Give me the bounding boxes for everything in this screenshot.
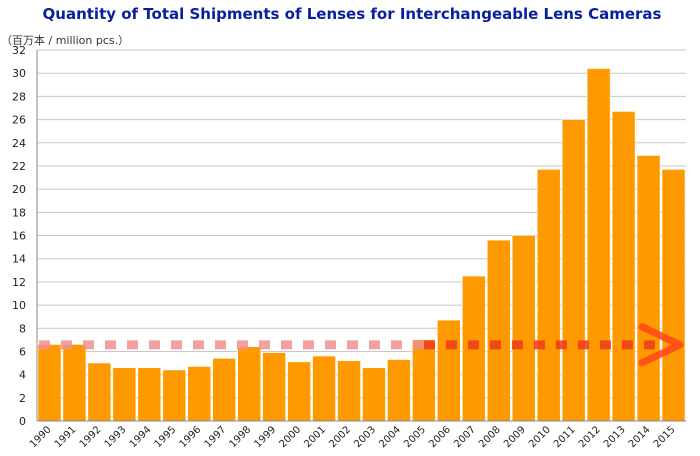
bar-2011 [561, 119, 586, 422]
x-tick-label: 1996 [178, 424, 204, 450]
bar-1996 [187, 366, 211, 422]
y-tick-label: 20 [12, 183, 26, 196]
y-tick-label: 10 [12, 299, 26, 312]
reference-arrowhead [638, 323, 684, 367]
bar-2005 [412, 339, 436, 422]
x-tick-label: 2007 [452, 424, 478, 450]
chart-title: Quantity of Total Shipments of Lenses fo… [43, 5, 662, 23]
y-axis-unit-label: （百万本 / million pcs.） [1, 33, 129, 47]
axes [36, 50, 686, 422]
x-tick-label: 2005 [402, 424, 428, 450]
x-tick-label: 2001 [302, 424, 328, 450]
x-tick-label: 2015 [652, 424, 678, 450]
bar-1991 [62, 344, 87, 422]
x-tick-label: 1992 [78, 424, 104, 450]
x-tick-label: 1990 [28, 424, 54, 450]
x-tick-label: 2013 [602, 424, 628, 450]
x-tick-label: 2010 [527, 424, 553, 450]
reference-line [39, 323, 684, 367]
y-tick-label: 24 [12, 137, 26, 150]
bar-1990 [37, 344, 62, 422]
bar-1999 [262, 352, 286, 422]
x-tick-label: 2009 [502, 424, 528, 450]
bar-2004 [387, 359, 411, 422]
x-tick-label: 1997 [203, 424, 229, 450]
y-tick-label: 14 [12, 253, 26, 266]
y-tick-label: 12 [12, 276, 26, 289]
y-tick-label: 32 [12, 44, 26, 57]
bar-2012 [586, 68, 611, 422]
y-tick-label: 0 [19, 415, 26, 428]
bar-1993 [112, 367, 137, 422]
y-tick-label: 8 [19, 322, 26, 335]
bar-2002 [337, 360, 361, 422]
bars [37, 68, 686, 422]
bar-1992 [87, 362, 112, 422]
y-tick-label: 2 [19, 392, 26, 405]
y-tick-label: 28 [12, 90, 26, 103]
x-tick-label: 1998 [228, 424, 254, 450]
bar-1994 [137, 367, 162, 422]
bar-2001 [312, 355, 336, 422]
bar-1998 [237, 346, 261, 422]
x-tick-label: 1995 [153, 424, 179, 450]
bar-2006 [437, 319, 461, 422]
x-tick-label: 1994 [128, 424, 154, 450]
bar-2000 [287, 361, 311, 422]
x-tick-label: 1991 [53, 424, 79, 450]
y-tick-label: 26 [12, 114, 26, 127]
bar-1995 [162, 369, 187, 422]
y-tick-label: 4 [19, 369, 26, 382]
x-tick-label: 2002 [327, 424, 353, 450]
x-tick-label: 2014 [627, 424, 653, 450]
x-tick-label: 1999 [252, 424, 278, 450]
bar-2009 [512, 235, 536, 422]
x-tick-label: 2000 [277, 424, 303, 450]
bar-2010 [536, 169, 561, 422]
x-tick-label: 2008 [477, 424, 503, 450]
y-tick-label: 16 [12, 230, 26, 243]
bar-2003 [362, 367, 386, 422]
x-tick-labels: 1990 1991 1992 1993 1994 1995 1996 1997 1998 1999… [28, 424, 678, 450]
x-tick-label: 2011 [552, 424, 578, 450]
bar-2013 [611, 111, 636, 422]
y-tick-label: 18 [12, 206, 26, 219]
bar-2015 [661, 169, 686, 422]
y-tick-label: 22 [12, 160, 26, 173]
x-tick-label: 2006 [427, 424, 453, 450]
x-tick-label: 2012 [577, 424, 603, 450]
y-tick-label: 6 [19, 345, 26, 358]
x-tick-label: 2003 [352, 424, 378, 450]
x-tick-label: 2004 [377, 424, 403, 450]
x-tick-label: 1993 [103, 424, 129, 450]
bar-2008 [487, 239, 511, 422]
bar-1997 [212, 358, 236, 422]
y-tick-label: 30 [12, 67, 26, 80]
bar-2014 [636, 155, 661, 422]
